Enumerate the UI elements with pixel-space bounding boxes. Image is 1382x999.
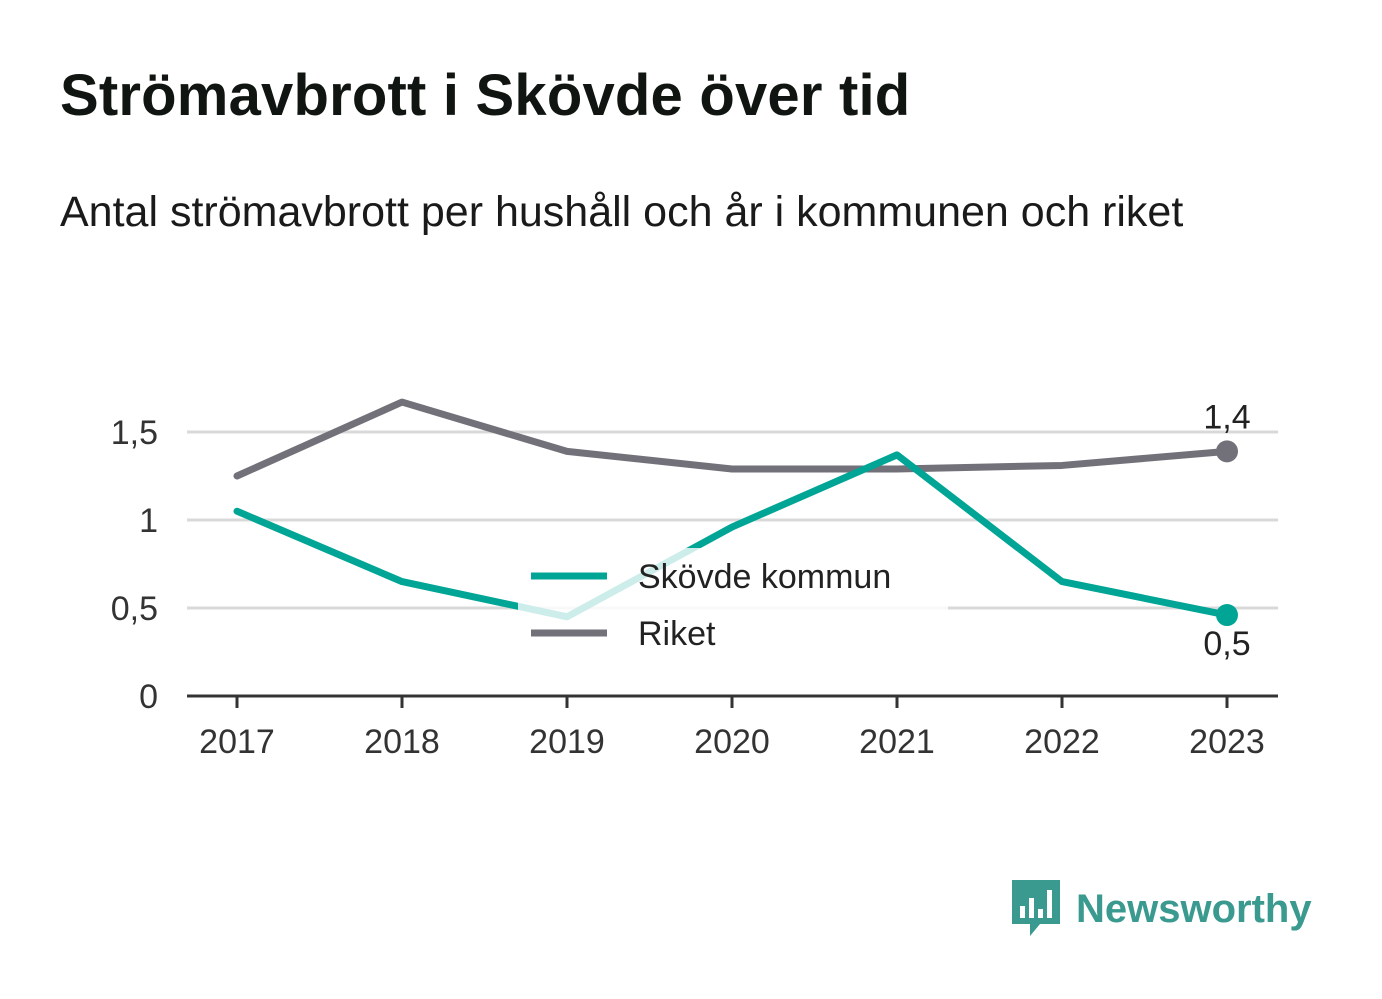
end-point-riket bbox=[1216, 440, 1238, 463]
end-value-label-riket: 1,4 bbox=[1203, 398, 1250, 436]
end-point-skovde bbox=[1216, 604, 1238, 627]
x-tick-label: 2022 bbox=[1024, 723, 1100, 761]
legend-label: Riket bbox=[638, 615, 716, 653]
bar-chart-speech-bubble-icon bbox=[1012, 880, 1060, 936]
y-tick-label: 1 bbox=[139, 502, 158, 540]
brand-name: Newsworthy bbox=[1076, 886, 1312, 931]
x-tick-label: 2021 bbox=[859, 723, 935, 761]
series-line-skovde bbox=[233, 451, 1231, 621]
y-tick-label: 1,5 bbox=[111, 414, 158, 452]
x-tick-label: 2023 bbox=[1189, 723, 1265, 761]
legend-label: Skövde kommun bbox=[638, 558, 891, 596]
brand-logo: Newsworthy bbox=[1010, 878, 1312, 940]
legend-background bbox=[518, 548, 948, 663]
x-tick-label: 2019 bbox=[529, 723, 605, 761]
x-tick-label: 2018 bbox=[364, 723, 440, 761]
chart-title: Strömavbrott i Skövde över tid bbox=[60, 63, 911, 128]
chart-subtitle: Antal strömavbrott per hushåll och år i … bbox=[60, 188, 1184, 236]
x-tick-label: 2020 bbox=[694, 723, 770, 761]
y-tick-label: 0,5 bbox=[111, 590, 158, 628]
series-line-riket bbox=[233, 398, 1231, 480]
x-tick-label: 2017 bbox=[199, 723, 275, 761]
end-value-label-skovde: 0,5 bbox=[1203, 625, 1250, 663]
y-tick-label: 0 bbox=[139, 678, 158, 716]
